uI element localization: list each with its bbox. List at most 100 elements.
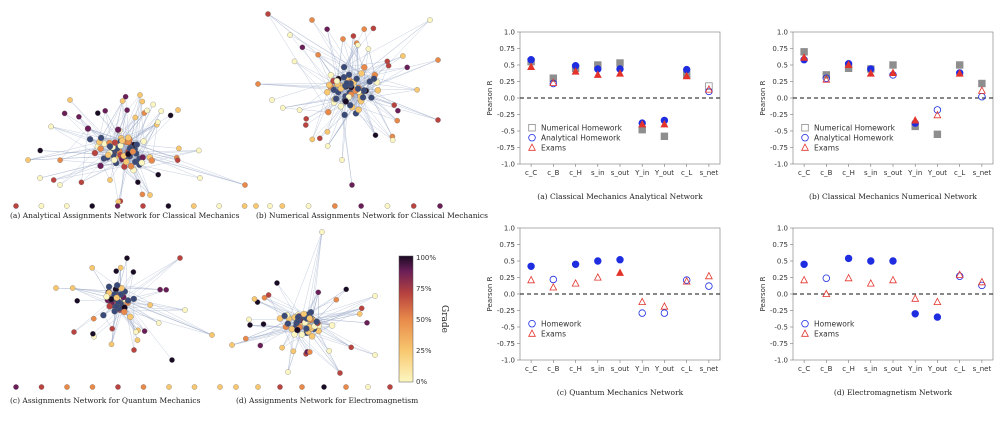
network-node	[111, 156, 118, 164]
network-node	[299, 44, 306, 51]
network-node	[404, 64, 410, 71]
isolated-node	[191, 384, 198, 390]
y-axis-label: Pearson R	[759, 80, 767, 115]
network-node	[148, 157, 155, 164]
network-node	[328, 322, 336, 329]
x-tick-label: Y_out	[927, 169, 947, 177]
network-node	[284, 320, 292, 327]
network-node	[163, 287, 169, 293]
colorbar-tick: 75%	[416, 285, 432, 293]
homework-marker	[933, 106, 942, 114]
network-node	[341, 111, 348, 119]
network-edge	[343, 28, 374, 68]
network-edge	[311, 336, 341, 374]
network-node	[325, 108, 332, 116]
homework-marker	[933, 313, 942, 321]
network-node	[124, 255, 130, 261]
y-axis-label: Pearson R	[486, 80, 494, 115]
network-node	[368, 94, 375, 101]
x-tick-label: s_net	[700, 169, 719, 177]
y-tick-label: 0.5	[777, 258, 788, 266]
network-node	[348, 344, 354, 351]
y-axis-label: Pearson R	[759, 276, 767, 311]
network-node	[337, 103, 345, 110]
homework-marker	[571, 260, 580, 268]
network-edge	[326, 29, 338, 82]
network-node	[95, 110, 101, 116]
exam-marker	[528, 329, 536, 337]
legend-label: Numerical Homework	[814, 124, 896, 133]
isolated-node	[165, 203, 172, 209]
network-edge	[89, 139, 111, 181]
homework-marker	[594, 257, 602, 265]
network-edge	[50, 126, 95, 154]
exam-marker	[593, 273, 602, 281]
network-node	[158, 108, 165, 114]
network-edge	[64, 113, 91, 140]
x-tick-label: Y_out	[654, 169, 674, 177]
network-edge	[267, 13, 329, 113]
y-tick-label: 0.0	[777, 95, 788, 103]
network-node	[294, 314, 302, 321]
network-node	[246, 316, 252, 323]
homework-marker	[800, 260, 808, 268]
colorbar-tick: 50%	[416, 316, 432, 324]
network-edge	[231, 326, 300, 346]
network-edge	[335, 98, 393, 141]
network-edge	[294, 334, 307, 354]
network-node	[119, 137, 126, 144]
x-tick-label: s_out	[884, 169, 903, 177]
network-node	[144, 107, 150, 114]
exam-marker	[682, 71, 691, 80]
homework-marker	[822, 274, 830, 282]
homework-marker	[956, 272, 964, 280]
network-edge	[341, 96, 346, 161]
network-edge	[81, 128, 89, 183]
colorbar-tick: 100%	[416, 254, 436, 262]
y-tick-label: 0.25	[772, 274, 788, 282]
y-tick-label: 0.5	[504, 258, 515, 266]
network-node	[71, 329, 77, 335]
numerical-homework-marker	[801, 124, 809, 132]
network-node	[100, 312, 107, 319]
exam-marker	[593, 70, 602, 78]
network-node	[133, 141, 140, 148]
network-node	[359, 94, 367, 101]
network-node	[370, 75, 378, 82]
network-node	[147, 302, 153, 308]
chart-caption: (a) Classical Mechanics Analytical Netwo…	[537, 192, 703, 201]
isolated-node	[299, 384, 305, 390]
network-node	[330, 86, 338, 94]
y-tick-label: -1.0	[501, 357, 515, 365]
y-tick-label: 0.0	[777, 291, 788, 299]
y-tick-label: -1.0	[774, 357, 788, 365]
x-tick-label: Y_in	[907, 169, 922, 177]
exam-marker	[801, 143, 809, 151]
network-edge	[120, 306, 186, 311]
homework-marker	[528, 320, 536, 328]
network-node	[130, 269, 137, 275]
network-node	[182, 307, 188, 313]
exam-marker	[549, 78, 558, 86]
network-node	[114, 126, 122, 133]
numerical-homework-marker	[660, 132, 669, 140]
network-edge	[117, 285, 161, 290]
network-edge	[299, 326, 376, 356]
network-node	[303, 122, 309, 128]
x-tick-label: c_B	[547, 365, 559, 373]
network-node	[155, 119, 161, 125]
network-node	[37, 175, 43, 181]
network-node	[287, 32, 293, 38]
network-node	[174, 157, 181, 163]
network-edge	[120, 294, 173, 361]
network-node	[391, 102, 397, 108]
y-tick-label: 0.25	[772, 78, 788, 86]
homework-marker	[549, 79, 557, 88]
chart-caption: (b) Classical Mechanics Numerical Networ…	[809, 192, 977, 201]
network-node	[157, 286, 163, 293]
exam-marker	[528, 143, 536, 151]
network-node	[150, 101, 156, 108]
network-node	[69, 285, 76, 291]
network-node	[155, 320, 162, 326]
x-tick-label: c_L	[681, 365, 692, 373]
